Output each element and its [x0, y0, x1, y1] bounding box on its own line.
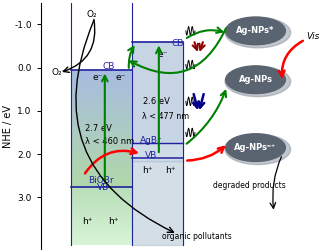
Ellipse shape [226, 66, 285, 93]
Text: Ag-NPs*: Ag-NPs* [236, 26, 275, 35]
Text: AgBr: AgBr [140, 136, 162, 145]
Ellipse shape [226, 17, 285, 45]
Text: CB: CB [103, 62, 115, 71]
Text: O₂⁻: O₂⁻ [51, 68, 67, 77]
Text: O₂: O₂ [87, 10, 97, 19]
Text: Ag-NPs: Ag-NPs [238, 75, 273, 84]
Text: λ < 477 nm: λ < 477 nm [142, 112, 189, 120]
Text: e⁻: e⁻ [115, 73, 126, 82]
Text: h⁺: h⁺ [142, 166, 153, 175]
Text: VB: VB [97, 183, 110, 192]
Y-axis label: NHE / eV: NHE / eV [3, 105, 13, 147]
Text: h⁺: h⁺ [108, 217, 119, 226]
Text: CB: CB [172, 39, 184, 48]
Text: 2.6 eV: 2.6 eV [143, 97, 170, 106]
Ellipse shape [226, 134, 285, 162]
Text: e⁻: e⁻ [158, 50, 168, 59]
Text: VB: VB [145, 151, 157, 160]
Text: Ag-NPsⁿ⁺: Ag-NPsⁿ⁺ [235, 143, 277, 152]
Ellipse shape [225, 134, 291, 165]
Text: Vis: Vis [307, 32, 320, 41]
Text: BiOBr: BiOBr [88, 176, 113, 184]
Text: h⁺: h⁺ [83, 217, 93, 226]
Ellipse shape [225, 17, 291, 48]
Text: degraded products: degraded products [214, 181, 286, 190]
Text: h⁺: h⁺ [165, 166, 175, 175]
Text: organic pollutants: organic pollutants [162, 232, 232, 241]
Text: λ < 460 nm: λ < 460 nm [85, 138, 134, 146]
Text: e⁻: e⁻ [92, 73, 103, 82]
Text: 2.7 eV: 2.7 eV [85, 124, 112, 133]
Ellipse shape [225, 66, 291, 97]
